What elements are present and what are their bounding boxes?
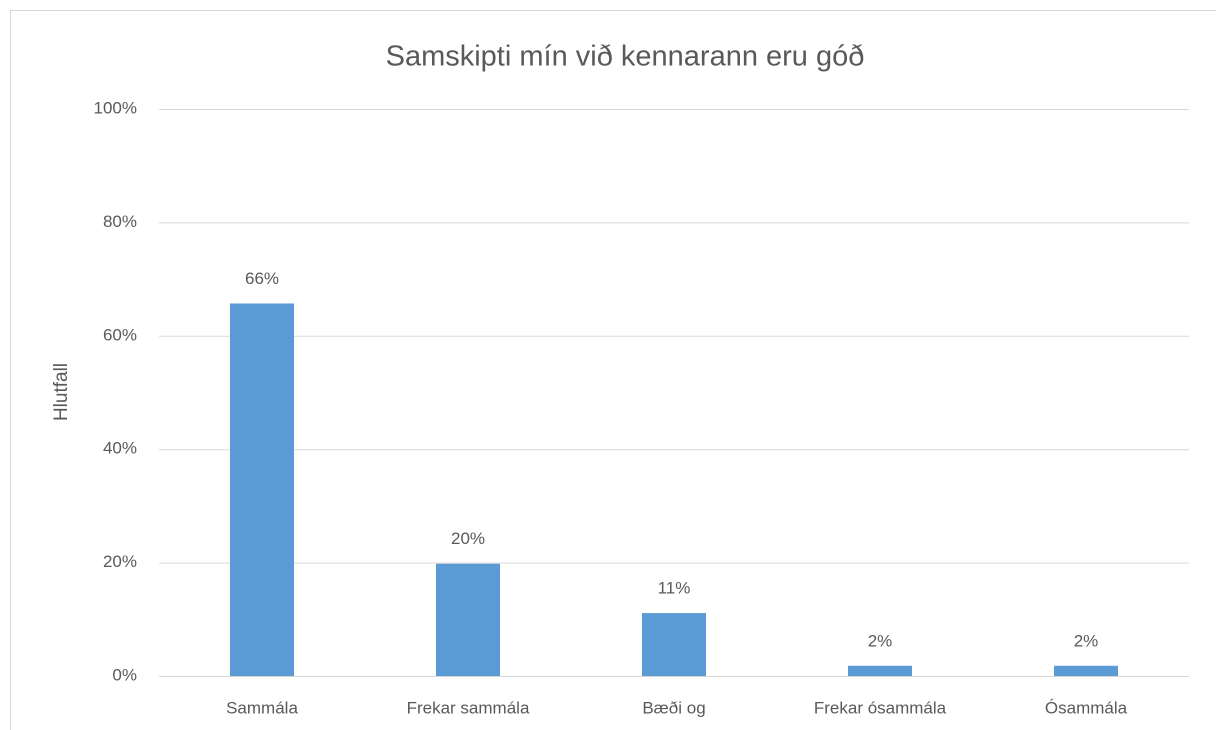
data-label: 11% xyxy=(658,579,691,598)
bar xyxy=(1054,665,1118,676)
y-axis-label: Hlutfall xyxy=(51,363,72,421)
bar xyxy=(230,303,294,676)
x-tick-label: Frekar sammála xyxy=(407,698,530,717)
data-label: 66% xyxy=(245,269,279,288)
y-tick-label: 80% xyxy=(103,212,137,231)
bar xyxy=(436,563,500,676)
chart-title: Samskipti mín við kennarann eru góð xyxy=(386,41,865,73)
data-label: 20% xyxy=(451,529,485,548)
x-tick-label: Frekar ósammála xyxy=(814,698,947,717)
data-label: 2% xyxy=(868,631,893,650)
chart-frame xyxy=(10,10,1216,730)
y-tick-label: 60% xyxy=(103,325,137,344)
x-tick-label: Ósammála xyxy=(1045,698,1128,717)
bar xyxy=(848,665,912,676)
y-tick-label: 100% xyxy=(94,98,137,117)
y-tick-label: 40% xyxy=(103,439,137,458)
data-label: 2% xyxy=(1074,631,1099,650)
y-tick-label: 20% xyxy=(103,552,137,571)
bar xyxy=(642,613,706,676)
x-tick-label: Bæði og xyxy=(642,698,705,717)
x-tick-label: Sammála xyxy=(226,698,298,717)
y-tick-label: 0% xyxy=(112,665,137,684)
